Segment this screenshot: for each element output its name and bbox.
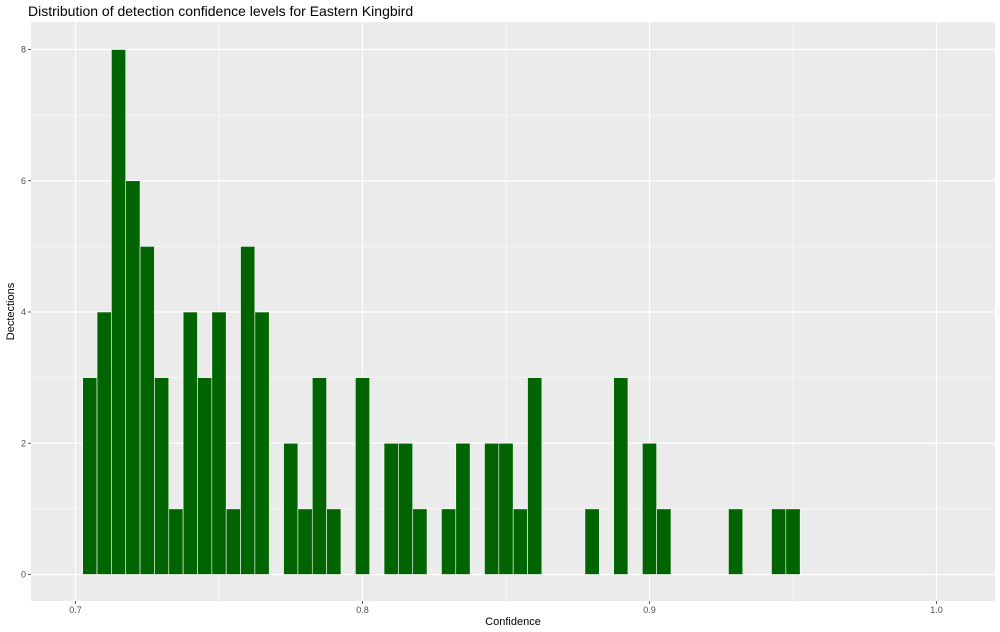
y-tick-label: 8 [21, 45, 26, 55]
histogram-bar [182, 311, 198, 575]
histogram-bar [527, 377, 543, 575]
bars [82, 49, 801, 575]
x-tick-label: 0.8 [356, 605, 369, 615]
x-axis-title: Confidence [485, 616, 541, 628]
histogram-bar [82, 377, 98, 575]
histogram-bar [355, 377, 370, 575]
histogram-bar [283, 442, 299, 575]
histogram-bar [297, 508, 313, 575]
y-axis: 0 2 4 6 8 [21, 45, 31, 580]
histogram-bar [642, 442, 657, 575]
histogram-bar [613, 377, 629, 575]
histogram-bar [211, 311, 227, 575]
histogram-bar [455, 442, 471, 575]
histogram-bar [326, 508, 342, 575]
histogram-bar [225, 508, 241, 575]
y-tick-label: 2 [21, 438, 26, 448]
histogram-bar [154, 377, 170, 575]
histogram-bar [125, 180, 141, 575]
histogram-bar [498, 442, 514, 575]
histogram-bar [398, 442, 414, 575]
y-axis-title: Dectections [5, 282, 17, 340]
histogram-bar [168, 508, 184, 575]
histogram-bar [728, 508, 744, 575]
histogram-bar [771, 508, 787, 575]
y-tick-label: 6 [21, 176, 26, 186]
histogram-bar [484, 442, 500, 575]
chart-title: Distribution of detection confidence lev… [28, 3, 414, 19]
histogram-bar [412, 508, 428, 575]
x-tick-label: 0.7 [69, 605, 82, 615]
histogram-bar [584, 508, 600, 575]
histogram-bar [383, 442, 399, 575]
y-tick-label: 0 [21, 570, 26, 580]
histogram-bar [240, 246, 256, 575]
x-tick-label: 1.0 [930, 605, 943, 615]
histogram-bar [139, 246, 155, 575]
histogram-bar [96, 311, 112, 575]
y-tick-label: 4 [21, 307, 26, 317]
histogram-bar [254, 311, 270, 575]
histogram-bar [656, 508, 672, 575]
x-tick-label: 0.9 [643, 605, 656, 615]
histogram-bar [785, 508, 801, 575]
histogram-bar [441, 508, 457, 575]
histogram-bar [197, 377, 213, 575]
histogram-bar [512, 508, 528, 575]
histogram-bar [111, 49, 127, 575]
x-axis: 0.7 0.8 0.9 1.0 [69, 601, 943, 615]
histogram-bar [311, 377, 327, 575]
